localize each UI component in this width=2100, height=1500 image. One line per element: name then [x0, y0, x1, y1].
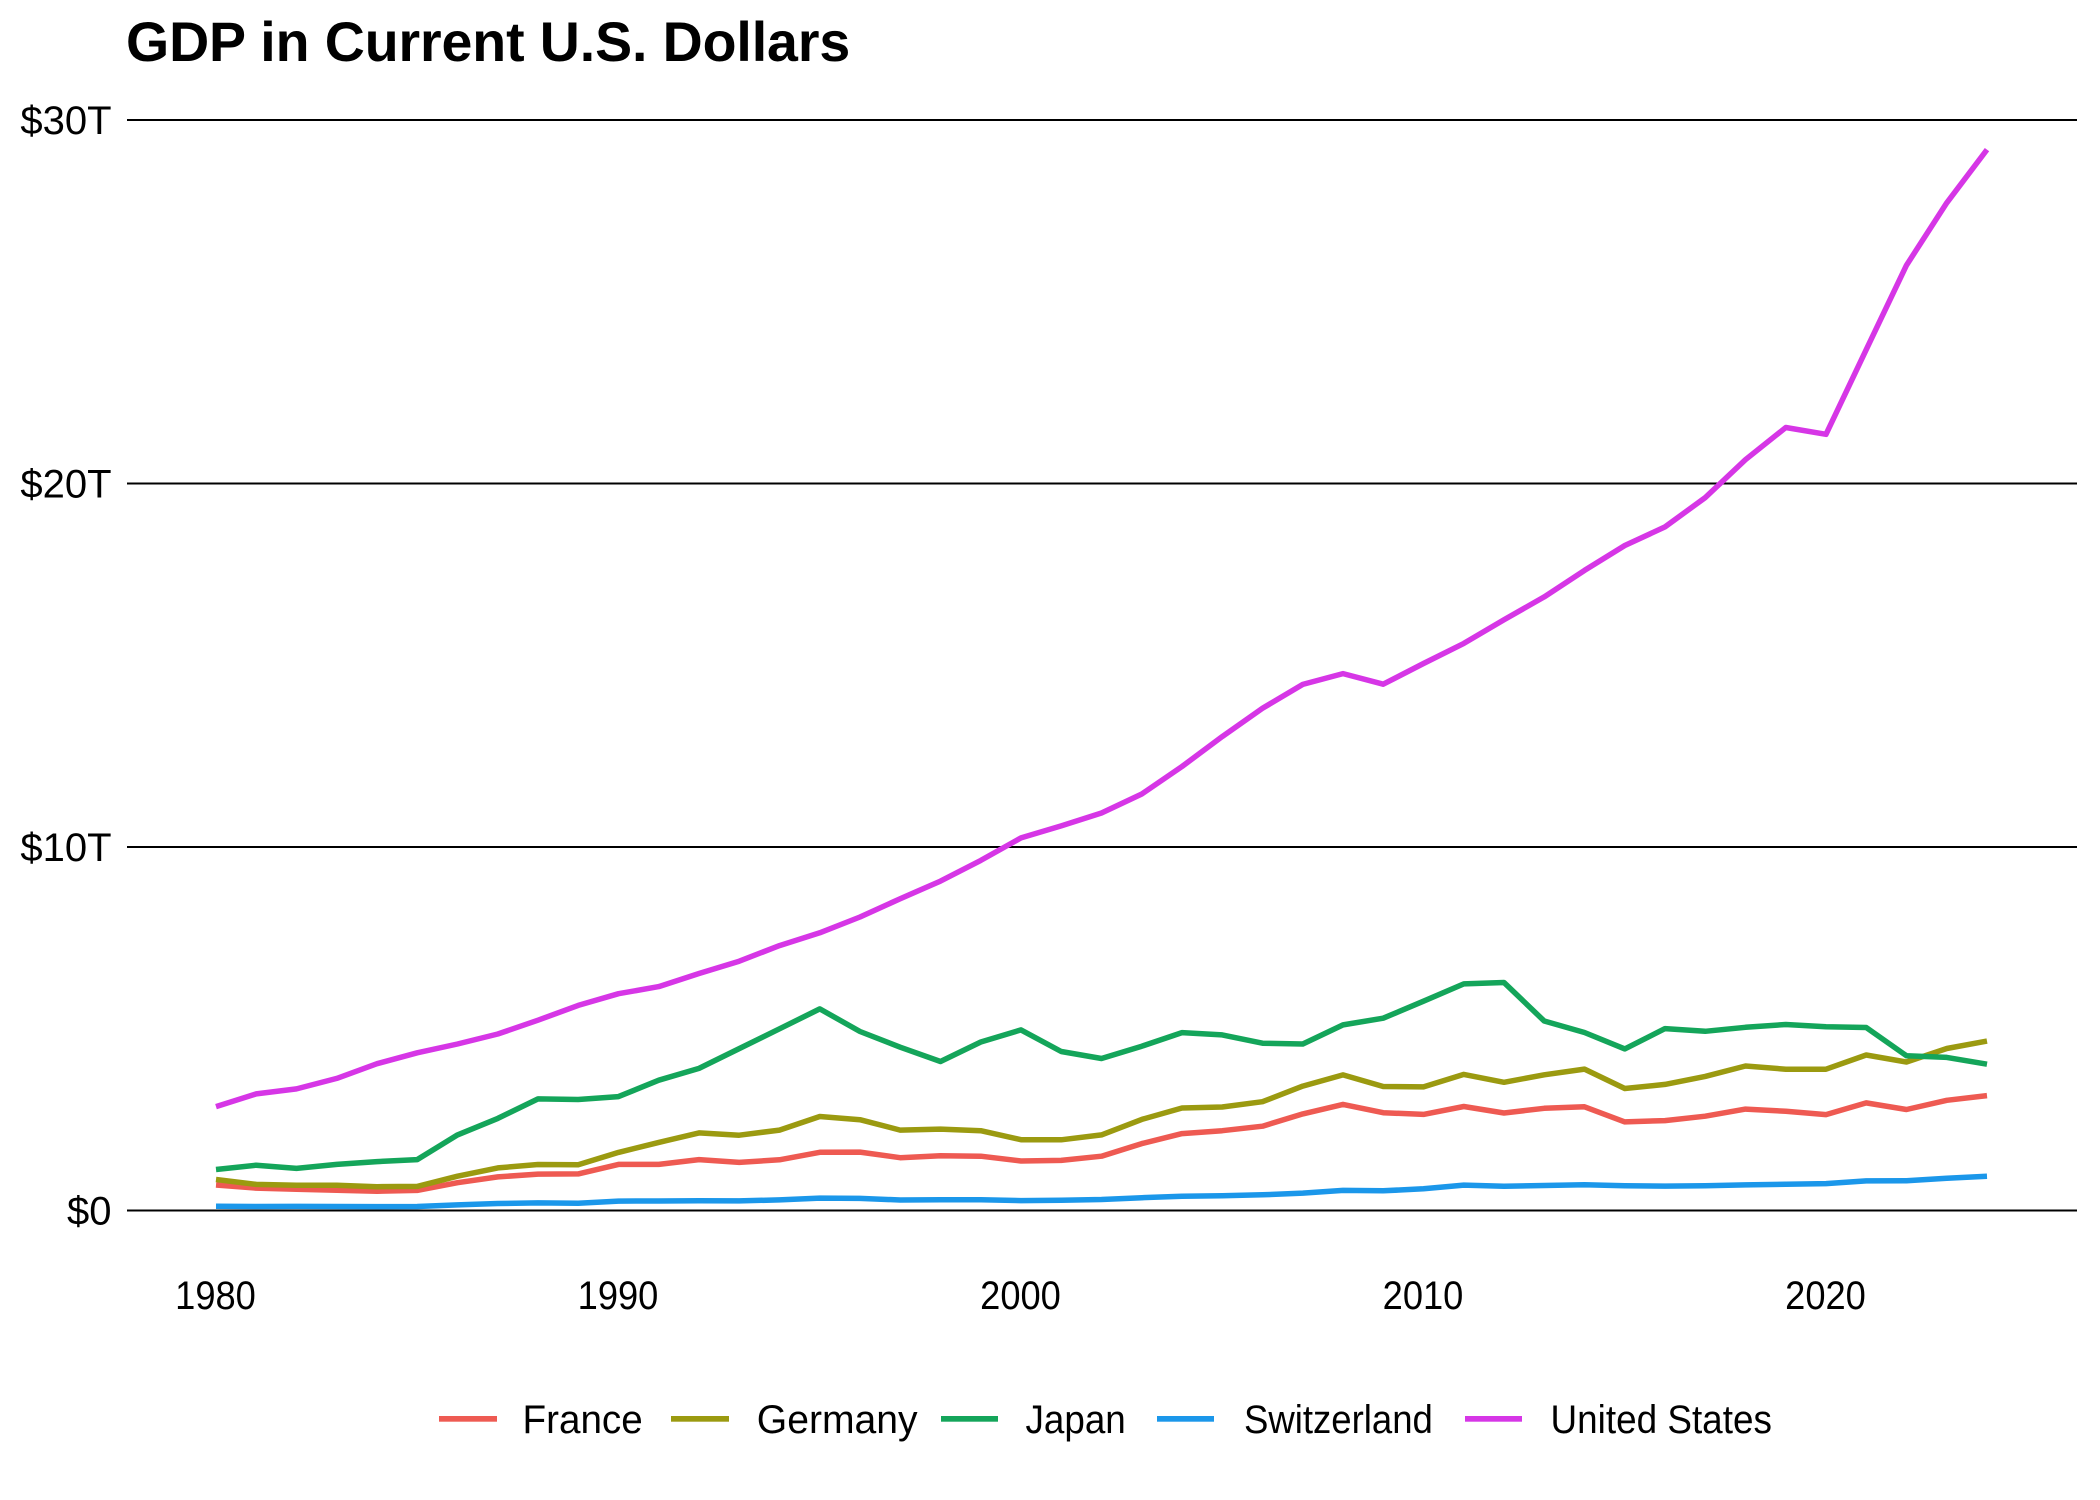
svg-text:United States: United States	[1551, 1398, 1772, 1443]
svg-text:2010: 2010	[1383, 1273, 1464, 1318]
svg-text:France: France	[523, 1397, 643, 1442]
svg-text:GDP in Current U.S. Dollars: GDP in Current U.S. Dollars	[126, 11, 850, 73]
svg-text:Japan: Japan	[1026, 1398, 1126, 1443]
svg-text:2020: 2020	[1785, 1273, 1866, 1318]
svg-text:Switzerland: Switzerland	[1244, 1398, 1433, 1443]
svg-text:$20T: $20T	[20, 463, 111, 507]
svg-text:$0: $0	[67, 1190, 112, 1234]
svg-text:$10T: $10T	[20, 826, 111, 870]
svg-text:2000: 2000	[980, 1273, 1061, 1318]
svg-text:1980: 1980	[175, 1273, 256, 1318]
svg-text:$30T: $30T	[20, 99, 111, 143]
svg-text:1990: 1990	[578, 1273, 659, 1318]
svg-text:Germany: Germany	[757, 1398, 918, 1442]
